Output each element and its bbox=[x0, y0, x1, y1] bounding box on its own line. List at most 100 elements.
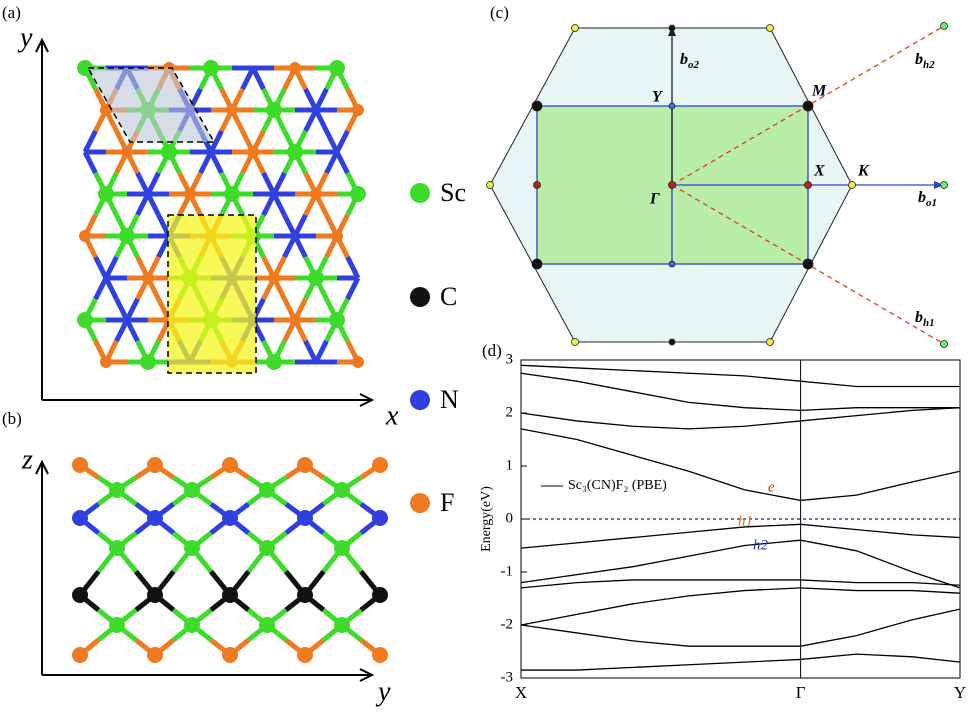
bond bbox=[124, 318, 140, 343]
atom bbox=[372, 510, 388, 526]
bond bbox=[250, 66, 266, 91]
bond bbox=[208, 129, 224, 154]
atom bbox=[222, 510, 238, 526]
legend-label: F bbox=[440, 488, 454, 517]
atom bbox=[109, 482, 125, 498]
bz-label: K bbox=[857, 163, 870, 180]
atom bbox=[226, 104, 238, 116]
bond bbox=[334, 129, 350, 154]
bond bbox=[198, 150, 214, 175]
bond bbox=[313, 87, 329, 112]
band bbox=[520, 364, 960, 388]
atom bbox=[310, 188, 322, 200]
atom bbox=[79, 230, 91, 242]
bond bbox=[282, 213, 298, 238]
atom bbox=[222, 647, 238, 663]
panel-label: (b) bbox=[2, 409, 22, 428]
axis-letter: x bbox=[385, 400, 399, 431]
y-tick-label: -1 bbox=[501, 563, 514, 579]
atom bbox=[287, 144, 303, 160]
legend-marker bbox=[410, 493, 430, 513]
atom bbox=[147, 510, 163, 526]
bond bbox=[271, 192, 287, 217]
bond bbox=[303, 108, 319, 133]
atom bbox=[297, 510, 313, 526]
bond bbox=[345, 276, 361, 301]
y-tick-label: 0 bbox=[506, 510, 514, 526]
bond bbox=[145, 192, 161, 217]
bond bbox=[156, 234, 172, 259]
panel-label: (a) bbox=[2, 3, 21, 22]
plot-frame bbox=[520, 359, 961, 679]
atom bbox=[352, 104, 364, 116]
atom bbox=[308, 270, 324, 286]
atom bbox=[259, 617, 275, 633]
y-tick-label: 1 bbox=[506, 457, 514, 473]
bz-label: M bbox=[811, 83, 827, 100]
y-tick-label: -3 bbox=[501, 669, 514, 685]
band bbox=[520, 587, 961, 626]
atom bbox=[184, 482, 200, 498]
atom bbox=[222, 587, 238, 603]
y-tick-label: 3 bbox=[506, 351, 514, 367]
axis-letter: y bbox=[375, 676, 391, 707]
annotation: h1 bbox=[738, 513, 753, 529]
x-tick-label: X bbox=[515, 683, 527, 702]
cell-hex bbox=[86, 67, 216, 143]
atom bbox=[289, 62, 301, 74]
atom bbox=[119, 228, 135, 244]
atom bbox=[350, 186, 366, 202]
atom bbox=[334, 482, 350, 498]
atom bbox=[100, 356, 112, 368]
atom bbox=[77, 312, 93, 328]
atom bbox=[184, 540, 200, 556]
bz-vector: bo2 bbox=[680, 51, 700, 71]
panel-label: (d) bbox=[482, 341, 502, 360]
bond bbox=[324, 129, 340, 154]
bond bbox=[282, 234, 298, 259]
atom bbox=[184, 188, 196, 200]
atom bbox=[331, 230, 343, 242]
atom bbox=[247, 146, 259, 158]
atom bbox=[140, 354, 156, 370]
bond bbox=[313, 339, 329, 364]
x-tick-label: Γ bbox=[796, 683, 806, 702]
atom bbox=[297, 457, 313, 473]
atom bbox=[372, 647, 388, 663]
atom bbox=[334, 617, 350, 633]
atom bbox=[372, 457, 388, 473]
bond bbox=[345, 255, 361, 280]
bond bbox=[208, 150, 224, 175]
atom bbox=[329, 60, 345, 76]
bond bbox=[135, 192, 151, 217]
band bbox=[520, 428, 961, 502]
atom bbox=[147, 457, 163, 473]
bz-vector: bo1 bbox=[918, 189, 937, 209]
bond bbox=[271, 171, 287, 196]
atom bbox=[297, 647, 313, 663]
bond bbox=[103, 255, 119, 280]
legend-label: Sc₃(CN)F₂ (PBE) bbox=[568, 478, 667, 493]
atom bbox=[268, 272, 280, 284]
bond bbox=[82, 129, 98, 154]
atom bbox=[100, 104, 112, 116]
atom bbox=[109, 617, 125, 633]
y-axis-label: Energy(eV) bbox=[479, 486, 494, 552]
bz-vector: bh1 bbox=[915, 309, 935, 329]
atom bbox=[334, 540, 350, 556]
bz-label: Y bbox=[652, 89, 663, 106]
bz-vector: bh2 bbox=[915, 51, 935, 71]
legend-label: N bbox=[440, 385, 459, 414]
atom bbox=[72, 647, 88, 663]
atom bbox=[98, 186, 114, 202]
bond bbox=[303, 87, 319, 112]
atom bbox=[72, 587, 88, 603]
legend-marker bbox=[410, 390, 430, 410]
panel-label: (c) bbox=[490, 3, 509, 22]
band bbox=[520, 523, 961, 549]
bond bbox=[114, 318, 130, 343]
annotation: e bbox=[768, 479, 775, 495]
atom bbox=[352, 356, 364, 368]
bond bbox=[292, 234, 308, 259]
